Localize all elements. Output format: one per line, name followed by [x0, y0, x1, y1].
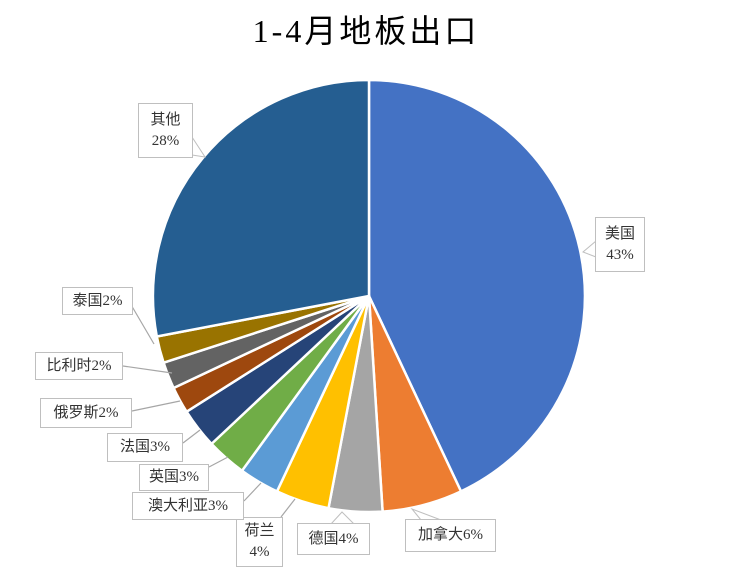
pie-label-text: 4%	[249, 544, 270, 560]
pie-label-text: 比利时2%	[46, 357, 112, 374]
callout-pointer-others	[191, 136, 207, 158]
pie-label-germany: 德国4%	[297, 523, 370, 555]
pie-label-text: 加拿大6%	[418, 527, 483, 543]
pie-label-australia: 澳大利亚3%	[132, 492, 244, 520]
pie-label-russia: 俄罗斯2%	[40, 398, 132, 428]
pie-label-france: 法国3%	[107, 433, 183, 462]
leader-line-australia	[243, 482, 262, 502]
pie-label-netherlands: 荷兰 4%	[236, 517, 283, 567]
pie-label-text: 美国	[604, 225, 635, 242]
pie-label-usa: 美国 43%	[595, 217, 645, 272]
pie-label-text: 荷兰	[244, 523, 275, 539]
pie-label-text: 法国3%	[120, 439, 170, 455]
leader-line-belgium	[122, 365, 173, 374]
pie-label-text: 43%	[606, 246, 634, 263]
pie-label-thailand: 泰国2%	[62, 287, 133, 315]
pie-slice-usa	[367, 78, 587, 493]
callout-pointer-usa	[582, 240, 597, 258]
chart-title: 1-4月地板出口	[252, 13, 480, 49]
pie-label-text: 28%	[151, 132, 180, 149]
pie-label-text: 俄罗斯2%	[53, 404, 119, 421]
pie-label-belgium: 比利时2%	[35, 352, 123, 380]
pie-label-text: 澳大利亚3%	[148, 497, 228, 514]
leader-line-netherlands	[280, 498, 296, 518]
leader-line-russia	[131, 400, 181, 412]
pie-label-text: 泰国2%	[72, 292, 123, 309]
leader-line-france	[182, 429, 201, 444]
callout-pointer-canada	[410, 507, 442, 521]
pie-label-text: 德国4%	[308, 530, 359, 547]
leader-line-uk	[208, 456, 229, 468]
pie-label-uk: 英国3%	[139, 464, 209, 491]
pie-label-others: 其他 28%	[138, 103, 193, 158]
leader-line-thailand	[129, 302, 155, 345]
pie-label-canada: 加拿大6%	[405, 519, 496, 552]
callout-pointer-germany	[330, 511, 355, 525]
pie-label-text: 英国3%	[149, 469, 199, 485]
pie-label-text: 其他	[150, 111, 181, 128]
pie-slice-others	[151, 78, 371, 338]
